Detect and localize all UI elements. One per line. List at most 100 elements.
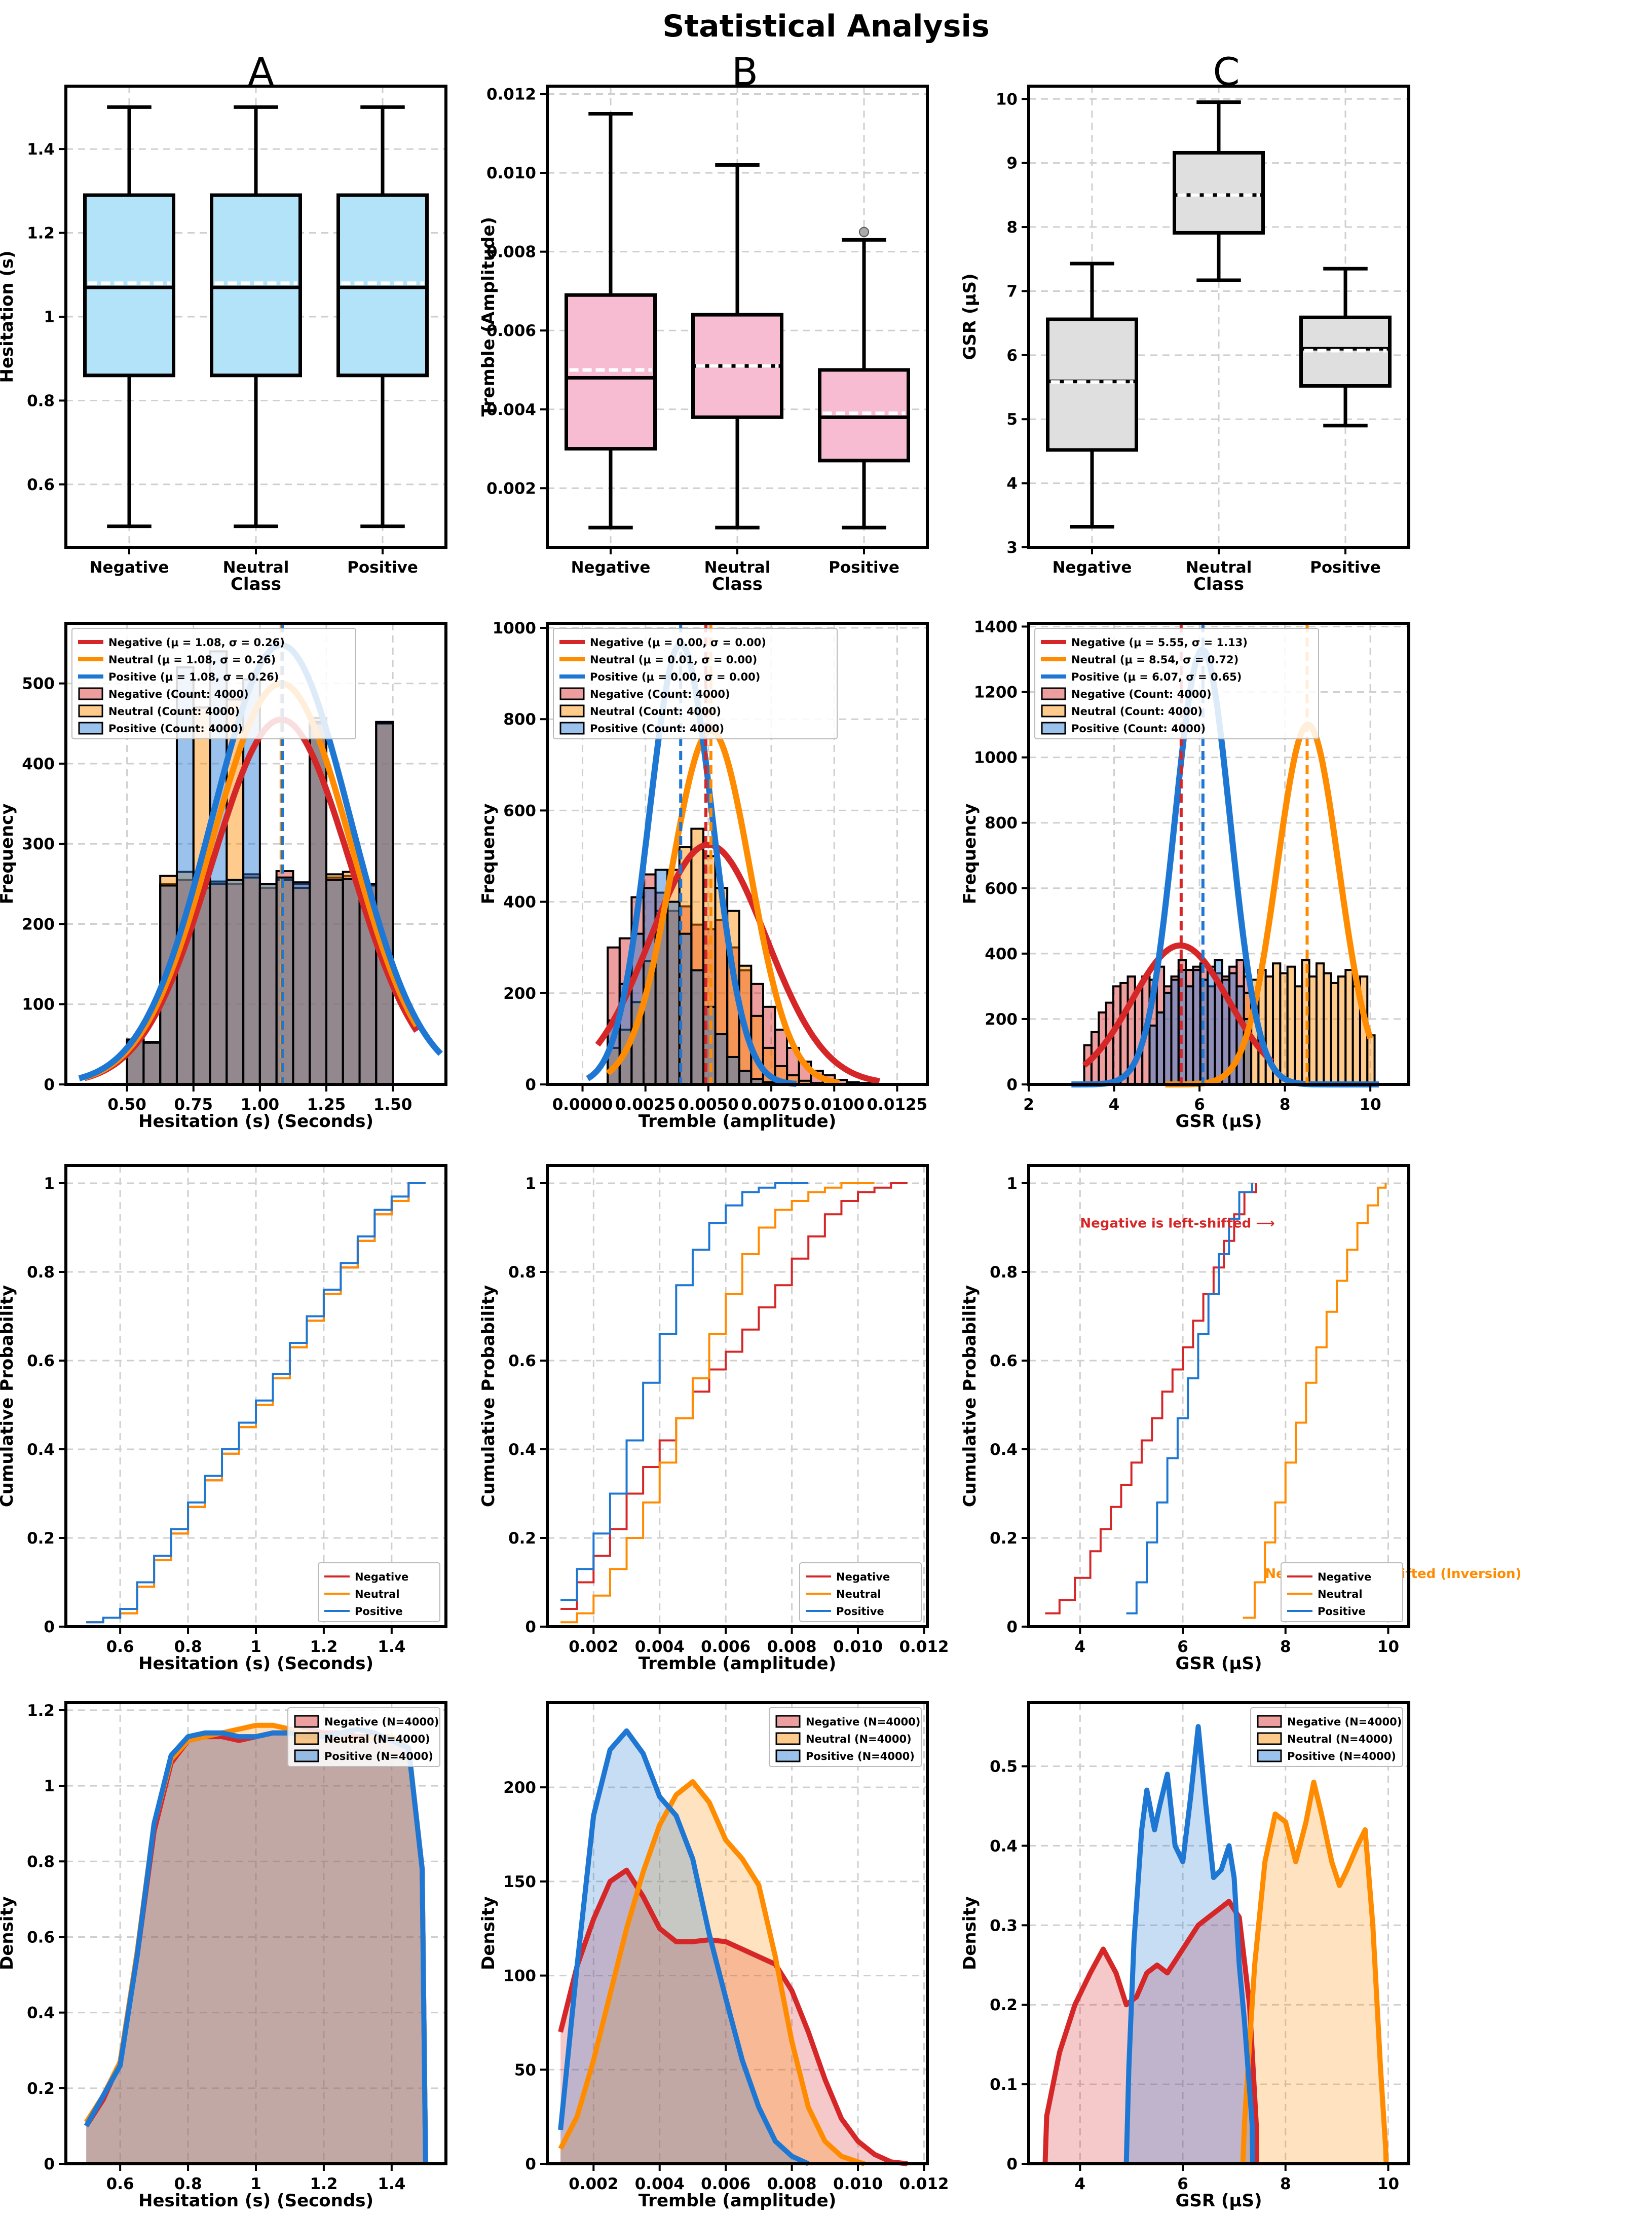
kde-line-positive [558, 1728, 810, 2166]
x-tick-label: 2 [1023, 1096, 1034, 1114]
hist-bar-positive [1185, 985, 1194, 1085]
y-tick-label: 200 [22, 915, 55, 933]
y-axis-label: Tremble (Amplitude) [478, 217, 499, 417]
legend-entry: Negative (N=4000) [806, 1716, 920, 1728]
x-tick-label: 1 [250, 2175, 261, 2193]
x-tick-label: 1.4 [378, 1638, 405, 1656]
x-tick-label: 0.002 [569, 1638, 618, 1656]
legend-entry: Neutral (μ = 0.01, σ = 0.00) [590, 654, 757, 666]
x-tick-label: 0.0125 [867, 1096, 928, 1114]
y-tick-label: 0.8 [990, 1263, 1018, 1282]
y-tick-label: 0.4 [508, 1441, 536, 1459]
legend-patch [1257, 1749, 1282, 1762]
x-tick-label: 10 [1377, 1638, 1399, 1656]
x-tick-label: 0.004 [635, 2175, 685, 2193]
legend-entry: Neutral (Count: 4000) [590, 705, 721, 718]
hist-bar-neutral [1323, 972, 1332, 1085]
y-tick-label: 0.012 [486, 86, 536, 104]
hist-bar-positive [726, 1056, 740, 1086]
y-tick-label: 6 [1006, 347, 1018, 365]
y-tick-label: 800 [985, 814, 1018, 833]
kde-area-neutral [560, 1782, 865, 2164]
legend-entry: Positive (Count: 4000) [590, 723, 724, 735]
kde-line-neutral [558, 1779, 866, 2166]
box-body [818, 368, 910, 463]
y-tick-label: 0.1 [990, 2076, 1018, 2094]
x-tick-label: 0.6 [106, 1638, 134, 1656]
kde-area-neutral [86, 1725, 426, 2164]
y-axis-label: Density [0, 1896, 17, 1970]
y-tick-label: 0 [525, 2155, 536, 2173]
legend-patch [1041, 687, 1066, 700]
kde-area-negative [86, 1729, 426, 2164]
kde-area-negative [560, 1870, 908, 2164]
x-tick-label: 4 [1109, 1096, 1120, 1114]
y-tick-label: 400 [503, 893, 536, 912]
x-axis-label: GSR (µS) [1176, 2191, 1262, 2211]
y-tick-label: 400 [22, 755, 55, 773]
x-tick-label: 8 [1280, 1638, 1291, 1656]
chart-box-hesitation: 0.6 0.8 1 1.2 1.4 Negative Neutral Positive Clas… [0, 85, 447, 594]
legend-patch [775, 1732, 801, 1745]
y-tick-label: 0 [44, 2155, 55, 2173]
legend-entry: Positive (N=4000) [324, 1750, 433, 1762]
y-tick-label: 0.8 [27, 1853, 55, 1871]
chart-hist-gsr: 0 200 400 600 800 1000 1200 1400 2 4 6 8 10 GSR (µS) F… [960, 618, 1410, 1132]
y-tick-label: 0.8 [508, 1263, 536, 1282]
chart-kde-hesitation: 0 0.2 0.4 0.6 0.8 1 1.2 0.6 0.8 1 1.2 1.4 Hesitation… [0, 1701, 447, 2211]
y-tick-label: 0 [1006, 2155, 1018, 2173]
y-tick-label: 4 [1006, 475, 1018, 493]
legend-entry: Negative (Count: 4000) [590, 688, 730, 700]
y-tick-label: 1.4 [27, 140, 55, 159]
y-tick-label: 200 [503, 985, 536, 1003]
fit-curve-negative [595, 842, 880, 1084]
legend-patch [775, 1715, 801, 1728]
legend-entry: Positive [836, 1605, 884, 1618]
x-axis-label: GSR (µS) [1176, 1653, 1262, 1674]
kde-area-positive [1126, 1726, 1253, 2164]
legend-entry: Neutral [1318, 1588, 1363, 1600]
x-tick-label: 4 [1075, 2175, 1086, 2193]
legend-entry: Positive (μ = 6.07, σ = 0.65) [1071, 671, 1242, 683]
box-negative [1046, 261, 1138, 529]
x-tick-label: 10 [1360, 1096, 1381, 1114]
ecdf-line-neutral [560, 1182, 875, 1624]
axes-frame [1027, 1164, 1410, 1628]
hist-bar-neutral [1279, 972, 1289, 1085]
legend-entry: Positive (μ = 1.08, σ = 0.26) [108, 671, 279, 683]
y-tick-label: 5 [1006, 410, 1018, 429]
legend-frame [71, 628, 356, 739]
legend-entry: Negative (N=4000) [324, 1716, 439, 1728]
y-tick-label: 0.2 [27, 2080, 55, 2098]
legend-entry: Negative (μ = 5.55, σ = 1.13) [1071, 636, 1248, 649]
y-tick-label: 0 [44, 1076, 55, 1094]
box-body [1046, 317, 1138, 452]
x-tick-label: Positive [1310, 558, 1381, 577]
y-tick-label: 1 [44, 1175, 55, 1193]
x-tick-label: 0.010 [833, 1638, 883, 1656]
legend-patch [294, 1715, 319, 1728]
y-axis-label: Frequency [478, 803, 499, 904]
hist-bar-positive [666, 900, 681, 1086]
hist-bar-positive [258, 883, 278, 1085]
y-tick-label: 200 [985, 1010, 1018, 1029]
y-tick-label: 0.8 [27, 392, 55, 410]
legend-entry: Positive [1318, 1605, 1366, 1618]
y-tick-label: 800 [503, 710, 536, 729]
y-tick-label: 0.4 [27, 2004, 55, 2022]
legend-patch [1041, 704, 1066, 718]
y-axis-label: Density [478, 1896, 499, 1970]
y-tick-label: 3 [1006, 539, 1018, 557]
kde-area-positive [86, 1729, 426, 2164]
x-tick-label: 1.50 [373, 1096, 412, 1114]
hist-bar-neutral [1315, 962, 1325, 1086]
hist-bar-neutral [1344, 969, 1354, 1086]
x-tick-label: 0.008 [767, 2175, 817, 2193]
x-tick-label: Neutral [704, 558, 771, 577]
x-axis-label: Tremble (amplitude) [639, 2191, 837, 2211]
x-tick-label: 1 [250, 1638, 261, 1656]
hist-bar-positive [292, 881, 311, 1085]
x-tick-label: 1.25 [307, 1096, 346, 1114]
kde-area-negative [1045, 1901, 1257, 2164]
x-tick-label: 0.0100 [804, 1096, 865, 1114]
